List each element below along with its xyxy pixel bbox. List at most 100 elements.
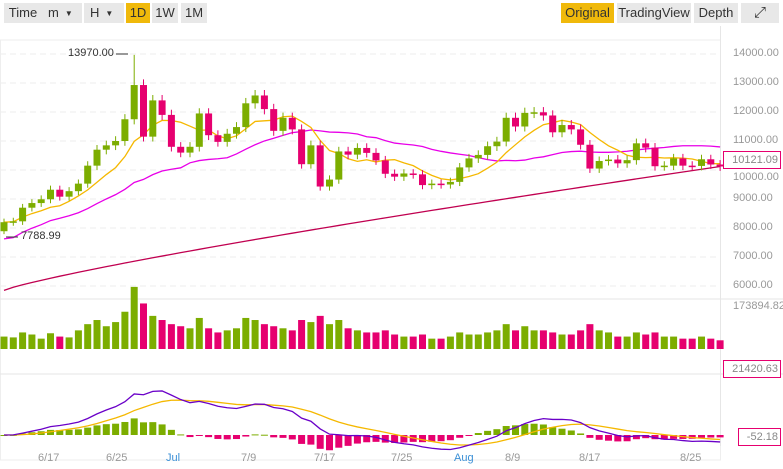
macd-histogram-bar [512,425,519,435]
candle-body [121,119,129,141]
macd-histogram-bar [214,435,222,439]
macd-histogram-bar [84,427,92,435]
macd-signal-line [3,399,721,446]
macd-histogram-bar [456,435,464,438]
volume-bar [279,328,287,349]
macd-histogram-bar [288,435,296,440]
volume-bar [344,328,352,349]
macd-histogram-bar [130,418,138,435]
x-axis-label: 8/9 [505,452,521,464]
candle-body [288,117,296,130]
macd-histogram-bar [437,435,445,442]
interval-1m[interactable]: 1M [181,3,207,23]
macd-histogram-bar [660,435,668,440]
candle-body [363,147,371,153]
candle-body [37,199,45,204]
candle-body [335,151,343,180]
candle-body [93,149,101,166]
price-axis-label: 6000.00 [733,279,773,291]
x-axis-label: 6/17 [38,452,60,464]
price-axis-label: 13000.00 [733,76,779,88]
macd-histogram-bar [698,435,705,438]
candle-body [446,181,454,185]
chevron-down-icon: ▼ [105,8,114,18]
volume-bar [121,311,129,349]
macd-last-tag: -52.18 [737,428,781,446]
volume-bar [65,337,73,349]
volume-bar [270,326,278,349]
candle-body [614,159,622,164]
candle-body [437,183,445,186]
macd-histogram-bar [567,430,575,435]
macd-histogram-bar [642,435,650,439]
macd-histogram-bar [353,435,361,444]
candle-body [65,191,73,197]
candle-body [260,95,268,110]
candle-body [344,151,352,155]
macd-histogram-bar [372,435,380,442]
volume-bar [558,334,566,349]
volume-bar [177,326,185,349]
macd-histogram-bar [56,430,64,435]
macd-histogram-bar [0,435,8,436]
volume-bar [549,332,557,349]
volume-bar [363,332,371,349]
macd-histogram-bar [586,435,594,438]
macd-histogram-bar [186,435,194,438]
volume-bar [419,334,426,349]
candle-body [456,167,464,182]
volume-bar [195,317,203,349]
macd-histogram-bar [260,434,268,436]
minute-select[interactable]: m ▼ [42,3,82,23]
view-original[interactable]: Original [561,3,614,23]
volume-bar [428,338,436,349]
macd-histogram-bar [251,434,259,436]
price-axis-label: 14000.00 [733,47,779,59]
candlestick-chart[interactable] [0,26,783,469]
interval-1w[interactable]: 1W [152,3,178,23]
view-tradingview[interactable]: TradingView [617,3,691,23]
macd-histogram-bar [121,421,129,435]
volume-bar [251,320,259,349]
last-price-tag: 10121.09 [723,151,781,169]
candle-body [484,146,492,155]
volume-bar [130,286,138,349]
macd-histogram-bar [167,429,175,435]
candle-body [465,158,473,168]
macd-histogram-bar [112,423,120,435]
hour-select[interactable]: H ▼ [84,3,124,23]
candle-body [521,112,529,127]
macd-histogram-bar [670,435,678,439]
volume-bar [679,338,687,349]
ma-mid-line [3,129,721,240]
macd-histogram-bar [419,435,426,443]
macd-histogram-bar [233,435,240,440]
candle-body [233,127,240,134]
candle-body [391,173,399,177]
candle-body [28,203,36,208]
macd-histogram-bar [605,435,612,441]
volume-bar [56,336,64,349]
candle-body [688,165,696,168]
candle-body [512,117,519,127]
candle-body [539,112,547,116]
macd-histogram-bar [158,424,166,435]
candle-body [251,95,259,104]
expand-icon[interactable]: ⤢ [741,3,779,23]
candle-body [670,158,678,166]
x-axis-label: 8/25 [680,452,702,464]
volume-bar [0,336,8,349]
volume-bar [670,336,678,349]
candle-body [0,222,8,232]
interval-1d[interactable]: 1D [126,3,150,23]
macd-histogram-bar [326,435,333,451]
volume-bar [9,337,17,349]
view-depth[interactable]: Depth [694,3,738,23]
volume-bar [28,334,36,349]
volume-bar [102,326,110,349]
candle-body [595,161,603,169]
macd-histogram-bar [102,424,110,435]
price-axis-label: 7000.00 [733,250,773,262]
volume-bar [567,334,575,349]
candle-body [567,125,575,130]
